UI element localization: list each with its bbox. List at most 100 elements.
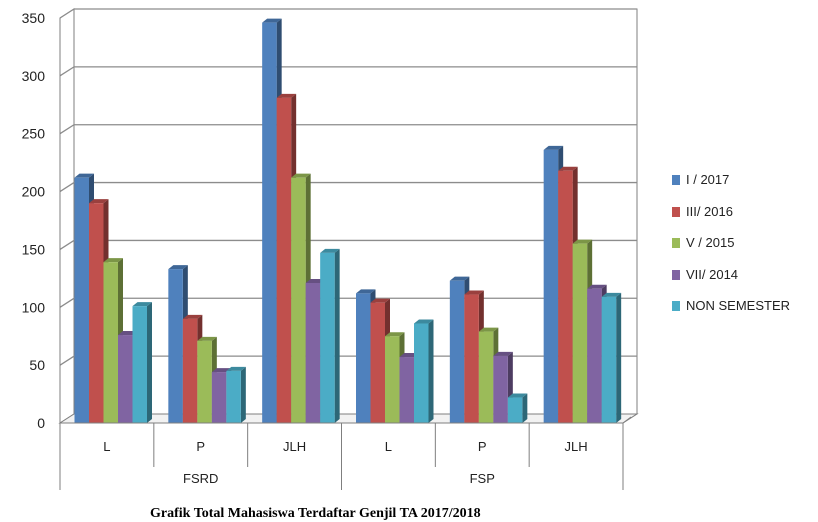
bar xyxy=(103,262,118,423)
bar-top xyxy=(385,332,405,337)
bar xyxy=(587,288,602,423)
legend-swatch xyxy=(672,206,680,217)
y-tick-label: 200 xyxy=(22,184,46,200)
bar xyxy=(464,294,479,423)
legend-item: NON SEMESTER xyxy=(672,296,812,328)
bar xyxy=(558,170,573,423)
y-tick-label: 250 xyxy=(22,126,46,142)
x-category-label: P xyxy=(196,439,205,454)
gridline xyxy=(59,66,637,77)
bar-top xyxy=(168,265,188,270)
bar xyxy=(414,323,429,423)
x-category-label: P xyxy=(478,439,487,454)
gridline xyxy=(59,297,637,308)
bar xyxy=(226,370,241,423)
bar-top xyxy=(414,319,434,324)
bar xyxy=(276,97,292,423)
gridline xyxy=(59,239,637,250)
bar-top xyxy=(89,199,109,204)
bar xyxy=(291,177,306,423)
gridline xyxy=(59,8,637,19)
bar xyxy=(132,306,147,423)
x-category-label: JLH xyxy=(565,439,588,454)
gridline xyxy=(59,124,637,135)
bar-top xyxy=(464,290,484,295)
bar xyxy=(74,177,89,423)
bar xyxy=(197,340,212,423)
bar-top xyxy=(291,173,311,178)
bar-top xyxy=(543,145,564,150)
bar xyxy=(493,355,508,423)
bar-top xyxy=(103,258,123,263)
bar-top xyxy=(132,302,152,307)
bar-top xyxy=(262,18,282,23)
legend-label: V / 2015 xyxy=(686,235,735,250)
y-tick-label: 150 xyxy=(22,241,46,257)
bar-top xyxy=(601,292,622,297)
bar xyxy=(182,318,198,423)
bar xyxy=(449,280,465,423)
legend-item: I / 2017 xyxy=(672,170,812,202)
legend-swatch xyxy=(672,238,680,248)
x-category-label: L xyxy=(385,439,392,454)
gridline xyxy=(59,181,637,193)
legend-swatch xyxy=(672,301,680,311)
y-tick-label: 0 xyxy=(37,415,45,431)
bar-top xyxy=(197,336,217,341)
legend: I / 2017 III/ 2016 V / 2015 VII/ 2014 NON SE… xyxy=(672,170,812,328)
bar-top xyxy=(226,366,246,371)
bar xyxy=(356,293,371,423)
y-tick-label: 100 xyxy=(22,299,46,315)
bar-side xyxy=(334,248,340,423)
legend-label: III/ 2016 xyxy=(686,203,733,219)
bar xyxy=(305,282,321,423)
bar xyxy=(262,22,277,423)
bar-side xyxy=(428,319,434,423)
bar-top xyxy=(478,327,499,332)
bar-top xyxy=(587,284,607,289)
bar-side xyxy=(147,302,152,423)
bar xyxy=(399,357,414,423)
bar-top xyxy=(558,166,578,171)
bar xyxy=(89,203,104,423)
gridline xyxy=(59,355,637,366)
legend-label: NON SEMESTER xyxy=(686,298,791,313)
bar xyxy=(507,397,523,423)
bar-top xyxy=(320,248,340,253)
bar-top xyxy=(370,298,390,303)
bar-top xyxy=(493,351,513,356)
x-axis-corner xyxy=(622,416,632,424)
bar xyxy=(601,296,617,423)
legend-label: VII/ 2014 xyxy=(686,266,739,282)
y-tick-label: 350 xyxy=(22,10,46,26)
bar xyxy=(211,372,227,423)
legend-item: III/ 2016 xyxy=(672,202,812,234)
legend-item: VII/ 2014 xyxy=(672,265,812,297)
bar-top xyxy=(449,276,470,281)
bar-top xyxy=(276,93,297,98)
bar-side xyxy=(240,366,246,423)
bar-top xyxy=(356,289,376,294)
bar-top xyxy=(74,173,94,178)
y-tick-label: 50 xyxy=(29,357,45,373)
bar xyxy=(385,336,400,423)
bar xyxy=(168,269,183,423)
x-group-label: FSRD xyxy=(183,471,218,486)
x-group-label: FSP xyxy=(470,471,495,486)
y-tick-label: 300 xyxy=(22,68,46,84)
bar-side xyxy=(616,292,622,423)
bar xyxy=(572,243,588,423)
bar xyxy=(118,335,133,423)
x-category-label: L xyxy=(103,439,110,454)
legend-item: V / 2015 xyxy=(672,233,812,265)
bar-top xyxy=(572,239,593,244)
x-category-label: JLH xyxy=(283,439,306,454)
bar xyxy=(543,149,559,423)
chart-caption: Grafik Total Mahasiswa Terdaftar Genjil … xyxy=(150,506,481,521)
bar xyxy=(478,331,494,423)
legend-swatch xyxy=(672,175,680,185)
bar-top xyxy=(507,393,528,398)
bar xyxy=(320,252,335,423)
bar-top xyxy=(182,314,203,319)
